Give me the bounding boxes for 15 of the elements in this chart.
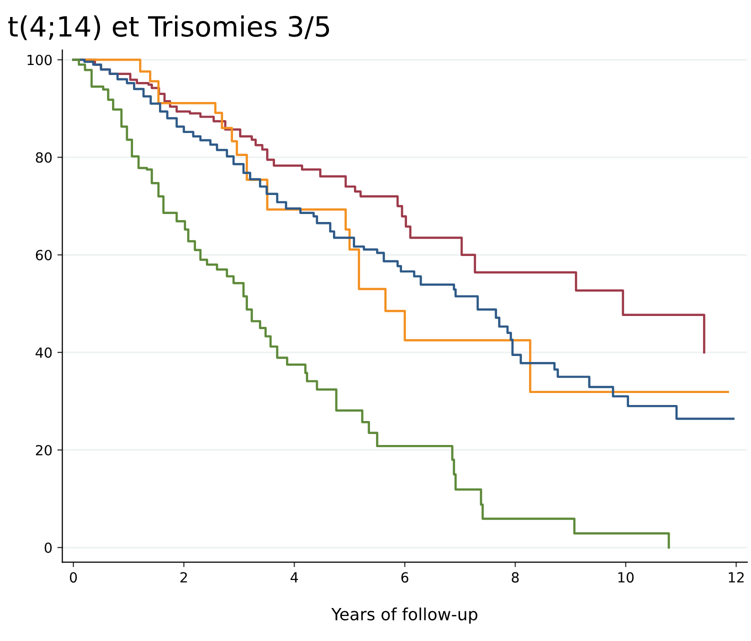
y-tick-label: 0 [44,542,52,553]
chart-title: t(4;14) et Trisomies 3/5 [8,15,330,40]
x-tick-label: 0 [70,572,77,583]
x-tick-label: 6 [401,572,408,583]
x-axis-title: Years of follow-up [331,608,478,624]
y-tick-label: 40 [36,347,52,358]
y-tick-label: 20 [36,444,52,456]
y-tick-label: 80 [36,152,52,163]
x-tick-label: 10 [618,572,634,583]
x-tick-label: 2 [180,572,187,582]
x-tick-label: 12 [728,572,744,582]
x-tick-label: 8 [512,572,519,583]
y-tick-label: 60 [36,250,52,260]
x-tick-label: 4 [290,572,298,582]
y-tick-label: 100 [28,54,52,66]
